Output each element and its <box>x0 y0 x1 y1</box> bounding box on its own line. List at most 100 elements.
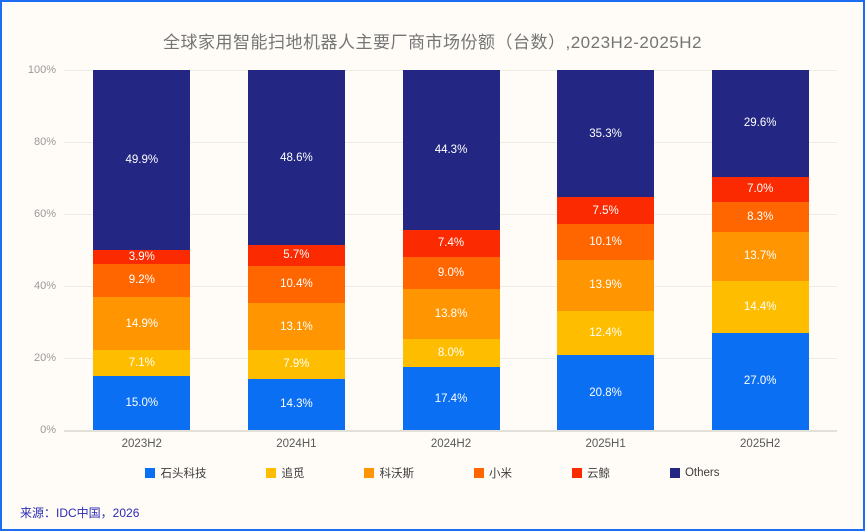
y-axis-tick-label: 60% <box>33 208 56 220</box>
bar-segment-Others: 49.9% <box>93 70 191 250</box>
y-axis-tick-label: 20% <box>33 352 56 364</box>
bar-segment-Others: 35.3% <box>557 70 655 198</box>
segment-value-label: 8.3% <box>747 210 774 223</box>
legend-swatch-icon <box>364 468 375 478</box>
legend-swatch-icon <box>473 468 484 478</box>
legend: 石头科技 追觅 科沃斯 小米 云鲸 Others <box>2 465 863 481</box>
x-axis-tick-label: 2024H2 <box>430 438 472 450</box>
segment-value-label: 13.9% <box>589 279 622 292</box>
bar-segment-石头科技: 15.0% <box>93 376 191 430</box>
segment-value-label: 14.9% <box>125 317 159 330</box>
bar-segment-小米: 10.4% <box>247 265 345 303</box>
legend-label: Others <box>684 467 720 479</box>
legend-swatch-icon <box>669 468 680 478</box>
y-axis-tick-label: 40% <box>33 280 56 292</box>
segment-value-label: 14.3% <box>280 398 313 411</box>
bar-segment-石头科技: 14.3% <box>247 378 345 430</box>
bar-segment-Others: 48.6% <box>247 70 345 245</box>
x-axis-tick-label: 2025H2 <box>740 438 781 450</box>
segment-value-label: 27.0% <box>743 375 777 388</box>
segment-value-label: 10.1% <box>589 236 622 249</box>
legend-swatch-icon <box>571 468 582 478</box>
legend-label: 追觅 <box>281 468 305 480</box>
bar-segment-小米: 9.2% <box>93 263 191 297</box>
bar-segment-云鲸: 5.7% <box>247 244 345 266</box>
segment-value-label: 8.0% <box>437 346 465 359</box>
legend-swatch-icon <box>145 468 156 478</box>
bar-segment-追觅: 12.4% <box>557 310 655 356</box>
bar-segment-科沃斯: 13.9% <box>557 260 655 311</box>
bar-segment-追觅: 8.0% <box>402 338 500 368</box>
segment-value-label: 13.1% <box>280 320 313 333</box>
legend-swatch-icon <box>266 468 277 478</box>
legend-item-Others: Others <box>669 465 720 481</box>
bar-segment-小米: 8.3% <box>711 201 809 232</box>
segment-value-label: 10.4% <box>280 278 313 291</box>
bar-segment-Others: 29.6% <box>711 70 809 177</box>
segment-value-label: 7.9% <box>283 358 310 371</box>
segment-value-label: 7.1% <box>128 357 155 370</box>
legend-item-小米: 小米 <box>473 465 512 481</box>
segment-value-label: 12.4% <box>589 326 622 339</box>
bar-segment-石头科技: 27.0% <box>711 332 809 430</box>
y-axis-tick-label: 80% <box>33 136 56 148</box>
bar-segment-石头科技: 20.8% <box>557 355 655 430</box>
legend-item-科沃斯: 科沃斯 <box>364 465 414 481</box>
segment-value-label: 17.4% <box>434 392 468 405</box>
stacked-bar-2024H2: 17.4% 8.0% 13.8% 9.0% 7.4% 44.3% <box>402 70 500 430</box>
segment-value-label: 48.6% <box>280 151 313 164</box>
plot-area: 0% 20% 40% 60% 80% 100% 15.0% 7.1% 14.9% 9.2% 3.9… <box>28 64 837 450</box>
legend-label: 科沃斯 <box>379 468 414 480</box>
segment-value-label: 15.0% <box>125 397 159 409</box>
segment-value-label: 9.0% <box>437 266 465 279</box>
bar-segment-石头科技: 17.4% <box>402 367 500 430</box>
segment-value-label: 7.0% <box>747 183 774 196</box>
segment-value-label: 7.4% <box>437 237 465 250</box>
segment-value-label: 7.5% <box>592 204 619 217</box>
segment-value-label: 44.3% <box>434 144 468 157</box>
chart-title: 全球家用智能扫地机器人主要厂商市场份额（台数）,2023H2-2025H2 <box>163 33 702 52</box>
gridline <box>64 430 837 432</box>
stacked-bar-2025H2: 27.0% 14.4% 13.7% 8.3% 7.0% 29.6% <box>711 70 809 430</box>
bar-segment-云鲸: 3.9% <box>93 249 191 264</box>
legend-label: 云鲸 <box>586 468 610 480</box>
segment-value-label: 49.9% <box>125 153 159 166</box>
stacked-bar-2025H1: 20.8% 12.4% 13.9% 10.1% 7.5% 35.3% <box>557 70 655 430</box>
bar-segment-科沃斯: 13.7% <box>711 231 809 281</box>
x-axis-tick-label: 2023H2 <box>121 438 162 450</box>
legend-item-石头科技: 石头科技 <box>145 465 206 481</box>
bar-segment-追觅: 14.4% <box>711 280 809 333</box>
segment-value-label: 13.7% <box>743 250 777 263</box>
segment-value-label: 35.3% <box>589 127 622 140</box>
bar-segment-科沃斯: 13.8% <box>402 288 500 339</box>
bar-segment-小米: 10.1% <box>557 224 655 261</box>
y-axis-tick-label: 0% <box>40 424 56 436</box>
bar-segment-云鲸: 7.4% <box>402 229 500 257</box>
segment-value-label: 13.8% <box>434 307 468 320</box>
x-axis-tick-label: 2024H1 <box>276 438 317 450</box>
stacked-bar-2024H1: 14.3% 7.9% 13.1% 10.4% 5.7% 48.6% <box>247 70 345 430</box>
bar-segment-追觅: 7.1% <box>93 350 191 376</box>
segment-value-label: 20.8% <box>589 386 622 399</box>
bar-segment-云鲸: 7.5% <box>557 197 655 225</box>
segment-value-label: 29.6% <box>743 117 777 130</box>
x-axis-tick-label: 2025H1 <box>585 438 626 450</box>
y-axis-tick-label: 100% <box>27 64 56 76</box>
legend-label: 小米 <box>488 468 512 480</box>
legend-label: 石头科技 <box>160 468 207 480</box>
legend-item-云鲸: 云鲸 <box>571 465 610 481</box>
bar-segment-小米: 9.0% <box>402 256 500 289</box>
stacked-bar-2023H2: 15.0% 7.1% 14.9% 9.2% 3.9% 49.9% <box>93 70 191 430</box>
bar-segment-科沃斯: 14.9% <box>93 296 191 351</box>
bar-segment-Others: 44.3% <box>402 70 500 230</box>
segment-value-label: 14.4% <box>743 300 777 313</box>
bars-container: 15.0% 7.1% 14.9% 9.2% 3.9% 49.9% 2023H2 14.3% 7.… <box>64 70 837 450</box>
segment-value-label: 5.7% <box>283 249 310 262</box>
legend-item-追觅: 追觅 <box>266 465 304 481</box>
segment-value-label: 9.2% <box>128 274 155 287</box>
bar-segment-云鲸: 7.0% <box>711 176 809 202</box>
bar-segment-追觅: 7.9% <box>247 350 345 379</box>
segment-value-label: 3.9% <box>128 250 155 263</box>
bar-segment-科沃斯: 13.1% <box>247 302 345 351</box>
